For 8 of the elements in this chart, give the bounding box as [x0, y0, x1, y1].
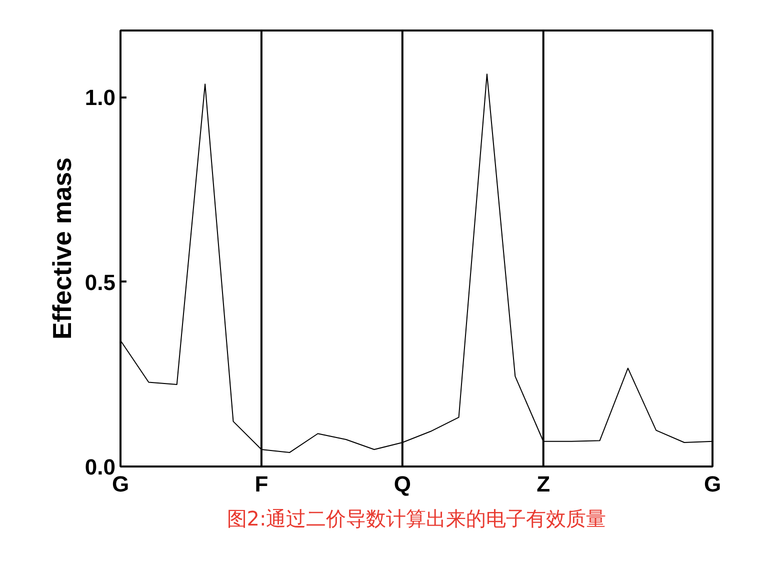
x-tick-label: F: [254, 472, 268, 496]
y-tick-label: 1.0: [84, 85, 116, 110]
x-tick-label: Q: [394, 472, 411, 496]
x-tick-label: Z: [536, 472, 550, 496]
x-tick-label: G: [704, 472, 722, 496]
y-tick-label: 0.5: [84, 270, 116, 295]
caption: 图2:通过二价导数计算出来的电子有效质量: [226, 506, 606, 530]
y-axis-title: Effective mass: [46, 157, 77, 340]
